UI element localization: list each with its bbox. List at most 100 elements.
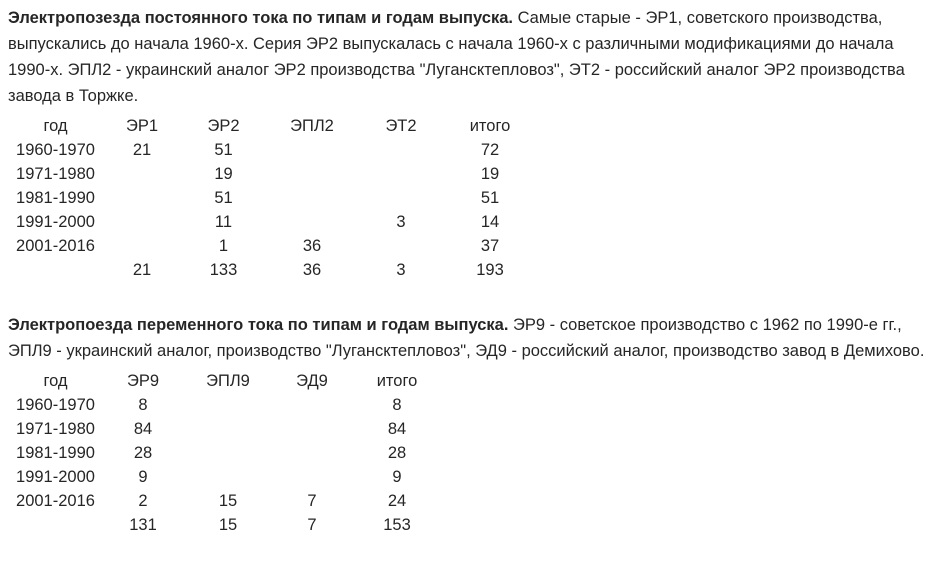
table-cell: 8: [138, 396, 148, 414]
table-cell: 7: [307, 492, 317, 510]
table-header-cell: ЭР9: [126, 372, 160, 390]
table-cell: 15: [218, 492, 238, 510]
table-header-cell: ЭПЛ9: [206, 372, 250, 390]
table-header-row: год ЭР1 ЭР2 ЭПЛ2 ЭТ2 итого: [8, 114, 536, 138]
table-cell: 28: [387, 444, 407, 462]
table-row: 1981-1990 51 51: [8, 186, 536, 210]
table-row: 1960-1970 21 51 72: [8, 138, 536, 162]
table-header-cell: год: [43, 372, 68, 390]
table-cell: 1: [218, 237, 229, 255]
table-cell: [266, 186, 358, 210]
table-row: 2001-2016 2 15 7 24: [8, 489, 443, 513]
table-cell: 2001-2016: [16, 492, 95, 510]
table-cell: [358, 162, 444, 186]
table-header-cell: итого: [469, 117, 511, 135]
table-cell: [358, 138, 444, 162]
table-cell: 84: [133, 420, 153, 438]
table-cell: 1971-1980: [16, 420, 95, 438]
table-cell: 84: [387, 420, 407, 438]
table-cell: [8, 513, 103, 537]
table-row: 1960-1970 8 8: [8, 393, 443, 417]
table-cell: [183, 417, 273, 441]
table-cell: [103, 162, 181, 186]
table-cell: [8, 258, 103, 282]
table-cell: 51: [214, 141, 233, 159]
ac-trains-table: год ЭР9 ЭПЛ9 ЭД9 итого 1960-1970 8 8 197…: [8, 369, 443, 537]
table-cell: [266, 162, 358, 186]
table-cell: 9: [138, 468, 148, 486]
table-row: 1991-2000 9 9: [8, 465, 443, 489]
table-cell: [103, 210, 181, 234]
table-cell: 131: [129, 516, 157, 534]
dc-trains-description: Самые старые - ЭР1, советского производс…: [8, 9, 905, 105]
table-cell: [266, 210, 358, 234]
table-cell: 72: [480, 141, 500, 159]
dc-trains-heading: Электропозезда постоянного тока по типам…: [8, 9, 513, 27]
table-cell: [103, 234, 181, 258]
table-cell: 9: [392, 468, 402, 486]
table-cell: 51: [480, 189, 500, 207]
table-cell: 2: [138, 492, 148, 510]
table-cell: 1991-2000: [16, 468, 95, 486]
table-header-cell: ЭТ2: [385, 117, 417, 135]
table-cell: [358, 234, 444, 258]
table-cell: [273, 417, 351, 441]
table-cell: [358, 186, 444, 210]
table-cell: [266, 138, 358, 162]
table-cell: 8: [392, 396, 402, 414]
table-header-cell: ЭР2: [207, 117, 240, 135]
table-cell: 1971-1980: [16, 165, 95, 183]
table-row: 1971-1980 19 19: [8, 162, 536, 186]
table-cell: [273, 393, 351, 417]
table-cell: 3: [396, 261, 406, 279]
table-cell: 28: [133, 444, 153, 462]
table-cell: [273, 441, 351, 465]
table-row: 2001-2016 1 36 37: [8, 234, 536, 258]
table-row: 1991-2000 11 3 14: [8, 210, 536, 234]
document-body: Электропозезда постоянного тока по типам…: [8, 5, 930, 537]
table-cell: 1960-1970: [16, 141, 95, 159]
table-header-cell: ЭД9: [296, 372, 328, 390]
table-cell: 193: [476, 261, 504, 279]
table-header-cell: ЭР1: [125, 117, 159, 135]
table-cell: [183, 393, 273, 417]
ac-trains-paragraph: Электропоезда переменного тока по типам …: [8, 312, 930, 364]
dc-trains-paragraph: Электропозезда постоянного тока по типам…: [8, 5, 930, 109]
table-cell: 2001-2016: [16, 237, 95, 255]
table-cell: 153: [383, 516, 411, 534]
table-header-cell: итого: [376, 372, 418, 390]
table-cell: 1981-1990: [16, 444, 95, 462]
table-cell: 11: [214, 213, 233, 231]
table-cell: [273, 465, 351, 489]
table-cell: 14: [480, 213, 500, 231]
ac-trains-description: ЭР9 - советское производство с 1962 по 1…: [8, 316, 925, 360]
table-total-row: 21 133 36 3 193: [8, 258, 536, 282]
table-cell: 1991-2000: [16, 213, 95, 231]
table-total-row: 131 15 7 153: [8, 513, 443, 537]
table-cell: 1960-1970: [16, 396, 95, 414]
table-cell: 3: [396, 213, 406, 231]
table-cell: 133: [209, 261, 238, 279]
ac-trains-heading: Электропоезда переменного тока по типам …: [8, 316, 509, 334]
table-cell: [183, 441, 273, 465]
table-header-row: год ЭР9 ЭПЛ9 ЭД9 итого: [8, 369, 443, 393]
table-header-cell: ЭПЛ2: [290, 117, 334, 135]
dc-trains-table: год ЭР1 ЭР2 ЭПЛ2 ЭТ2 итого 1960-1970 21 …: [8, 114, 536, 282]
dc-trains-section: Электропозезда постоянного тока по типам…: [8, 5, 930, 282]
table-cell: [183, 465, 273, 489]
table-cell: 21: [132, 261, 152, 279]
table-header-cell: год: [43, 117, 68, 135]
table-cell: 36: [302, 237, 322, 255]
table-cell: 19: [480, 165, 500, 183]
table-cell: 51: [214, 189, 233, 207]
table-cell: 21: [132, 141, 152, 159]
table-cell: 36: [302, 261, 322, 279]
table-cell: 19: [214, 165, 233, 183]
table-row: 1981-1990 28 28: [8, 441, 443, 465]
table-cell: 24: [387, 492, 407, 510]
table-row: 1971-1980 84 84: [8, 417, 443, 441]
table-cell: 7: [307, 516, 317, 534]
table-cell: 37: [480, 237, 500, 255]
table-cell: 15: [218, 516, 238, 534]
table-cell: [103, 186, 181, 210]
